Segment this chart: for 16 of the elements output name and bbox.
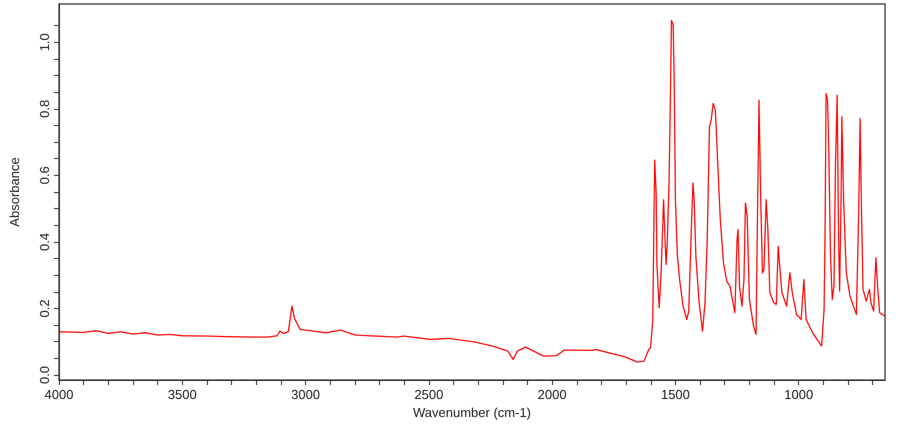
- x-tick-label: 1000: [784, 387, 814, 402]
- x-tick-label: 2000: [538, 387, 567, 402]
- y-tick-label: 0.8: [37, 100, 52, 118]
- y-tick-label: 0.0: [37, 366, 52, 384]
- y-tick-label: 0.2: [37, 299, 52, 318]
- x-tick-label: 4000: [44, 387, 74, 402]
- y-tick-label: 0.4: [37, 232, 52, 251]
- x-tick-label: 3000: [291, 387, 320, 402]
- x-tick-label: 3500: [168, 387, 197, 402]
- line-series: [58, 20, 886, 363]
- x-axis-title: Wavenumber (cm-1): [413, 405, 531, 420]
- y-tick-label: 0.6: [37, 166, 52, 184]
- y-axis-title: Absorbance: [7, 157, 22, 227]
- x-tick-label: 2500: [414, 387, 444, 402]
- y-tick-label: 1.0: [37, 33, 52, 52]
- x-tick-label: 1500: [660, 387, 690, 402]
